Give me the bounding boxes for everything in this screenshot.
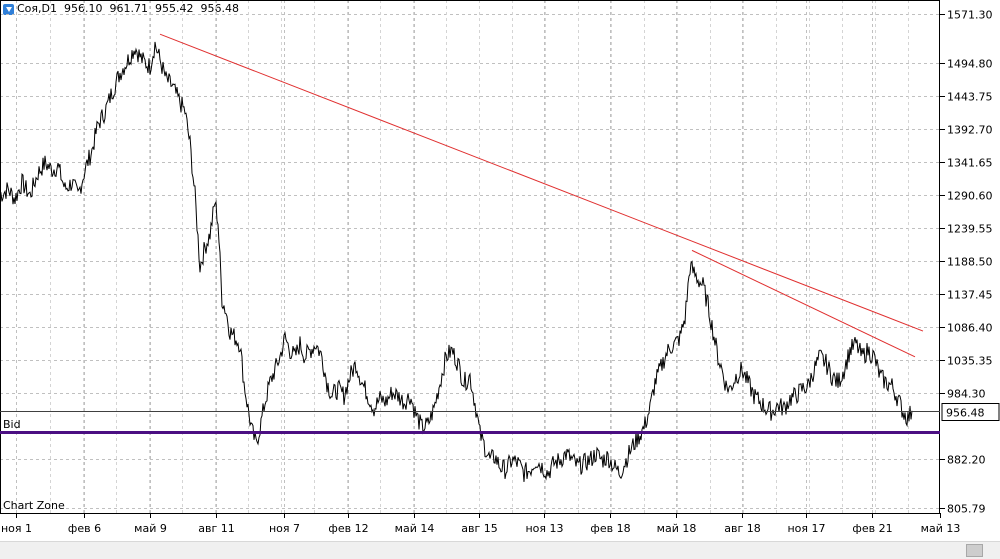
price-chart[interactable]: 1571.30 1494.80 1443.75 1392.70 1341.65 1290.… — [0, 0, 1000, 541]
x-tick-label: май 9 — [134, 522, 167, 535]
trendline — [159, 33, 924, 332]
chart-header: Соя,D1 956.10 961.71 955.42 956.48 — [17, 2, 239, 15]
x-tick-label: ноя 1 — [1, 522, 32, 535]
axis-labels: 1571.30 1494.80 1443.75 1392.70 1341.65 1290.… — [1, 9, 1000, 535]
x-tick-label: ноя 7 — [269, 522, 300, 535]
y-tick-label: 882.20 — [947, 454, 986, 467]
x-tick-label: май 14 — [395, 522, 435, 535]
y-tick-label: 1392.70 — [947, 124, 993, 137]
chart-zone-label: Chart Zone — [3, 499, 65, 512]
x-tick-label: май 18 — [657, 522, 697, 535]
y-tick-label: 1035.35 — [947, 355, 993, 368]
y-tick-label: 1137.45 — [947, 289, 993, 302]
current-price-label: 956.48 — [946, 407, 985, 420]
x-tick-label: фев 18 — [590, 522, 630, 535]
x-tick-label: фев 12 — [328, 522, 368, 535]
chart-axes — [0, 0, 945, 518]
trendlines — [0, 33, 940, 434]
trendline — [691, 249, 916, 358]
bid-label: Bid — [3, 418, 21, 431]
current-price-box — [941, 403, 1000, 421]
y-tick-label: 1290.60 — [947, 190, 993, 203]
y-tick-label: 1443.75 — [947, 91, 993, 104]
down-arrow-icon — [3, 4, 14, 15]
plot-frame — [0, 0, 940, 514]
x-tick-label: май 13 — [921, 522, 961, 535]
close-value: 956.48 — [200, 2, 240, 15]
horizontal-scrollbar[interactable] — [0, 541, 1000, 559]
x-tick-label: авг 11 — [198, 522, 235, 535]
price-line — [0, 41, 913, 482]
y-tick-label: 1239.55 — [947, 223, 993, 236]
y-tick-label: 1086.40 — [947, 322, 993, 335]
high-value: 961.71 — [109, 2, 149, 15]
y-tick-label: 984.30 — [947, 388, 986, 401]
y-tick-label: 1341.65 — [947, 157, 993, 170]
x-tick-label: авг 18 — [724, 522, 761, 535]
x-tick-label: ноя 13 — [525, 522, 563, 535]
y-tick-label: 805.79 — [947, 503, 986, 516]
y-tick-label: 1494.80 — [947, 58, 993, 71]
low-value: 955.42 — [155, 2, 194, 15]
x-tick-label: ноя 17 — [787, 522, 825, 535]
x-tick-label: авг 15 — [461, 522, 498, 535]
chart-grid — [0, 0, 940, 513]
y-tick-label: 1571.30 — [947, 9, 993, 22]
price-series — [0, 41, 913, 482]
scroll-thumb[interactable] — [966, 544, 983, 557]
x-tick-label: фев 21 — [852, 522, 892, 535]
symbol-label: Соя,D1 — [17, 2, 57, 15]
x-tick-label: фев 6 — [68, 522, 101, 535]
y-tick-label: 1188.50 — [947, 256, 993, 269]
